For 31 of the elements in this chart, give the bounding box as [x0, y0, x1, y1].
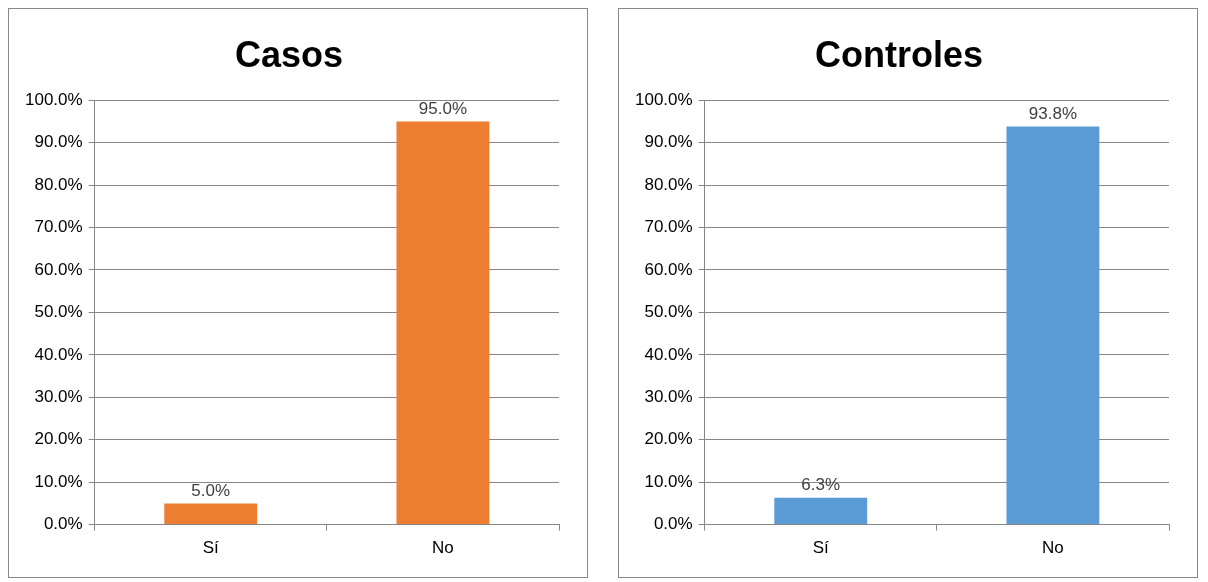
y-tick-label: 60.0% — [644, 259, 693, 279]
y-tick-label: 50.0% — [644, 302, 693, 322]
y-tick-label: 0.0% — [653, 514, 693, 534]
y-tick-label: 100.0% — [634, 89, 693, 109]
y-tick-label: 80.0% — [34, 174, 83, 194]
x-tick-label: Sí — [202, 538, 220, 558]
data-label: 93.8% — [1028, 103, 1078, 123]
x-tick-label: No — [1042, 538, 1064, 558]
y-tick-label: 100.0% — [24, 89, 83, 109]
y-tick-label: 90.0% — [644, 132, 693, 152]
x-tick-label: No — [432, 538, 454, 558]
y-tick-label: 40.0% — [644, 344, 693, 364]
y-tick-label: 60.0% — [34, 259, 83, 279]
y-tick-label: 30.0% — [34, 386, 83, 406]
y-tick-label: 20.0% — [644, 429, 693, 449]
data-label: 95.0% — [418, 98, 468, 118]
y-tick-label: 40.0% — [34, 344, 83, 364]
y-tick-label: 10.0% — [34, 471, 83, 491]
x-tick-label: Sí — [812, 538, 830, 558]
y-tick-label: 0.0% — [43, 514, 83, 534]
y-tick-label: 80.0% — [644, 174, 693, 194]
y-tick-label: 10.0% — [644, 471, 693, 491]
data-label: 5.0% — [191, 480, 231, 500]
chart-title: Controles — [814, 33, 984, 75]
y-tick-label: 70.0% — [644, 217, 693, 237]
y-tick-label: 90.0% — [34, 132, 83, 152]
y-tick-label: 50.0% — [34, 302, 83, 322]
y-tick-label: 20.0% — [34, 429, 83, 449]
y-tick-label: 30.0% — [644, 386, 693, 406]
y-tick-label: 70.0% — [34, 217, 83, 237]
chart-title: Casos — [234, 33, 344, 75]
